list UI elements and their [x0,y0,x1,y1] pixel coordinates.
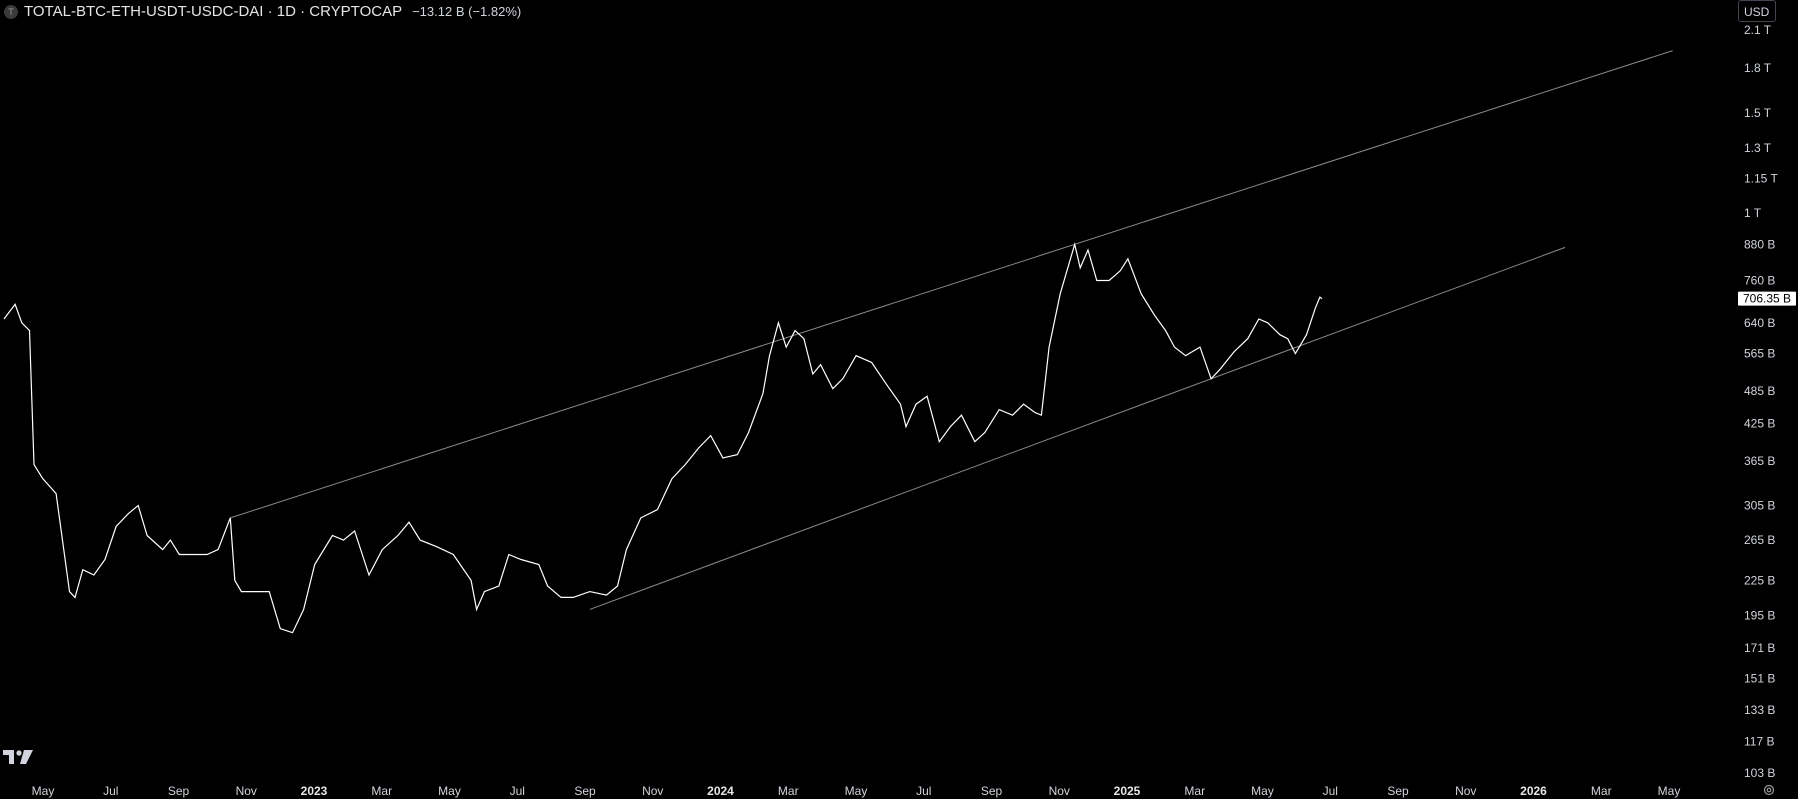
time-axis-label: Mar [778,784,799,798]
price-axis-label: 365 B [1744,454,1775,468]
time-axis-label: Jul [916,784,931,798]
price-axis[interactable]: 2.1 T 1.8 T 1.5 T 1.3 T 1.15 T 1 T 880 B 760 B 6… [1744,23,1778,780]
time-axis-label: May [1251,784,1274,798]
time-axis-label: May [1658,784,1681,798]
trend-channel-upper-line[interactable] [230,50,1673,519]
price-line [3,241,1323,634]
price-axis-label: 305 B [1744,498,1775,512]
time-axis-label: Jul [103,784,118,798]
price-axis-label: 1.3 T [1744,141,1772,155]
time-axis-label: 2026 [1520,784,1547,798]
settings-icon[interactable] [1762,783,1776,797]
tradingview-logo-icon[interactable] [2,748,34,766]
price-axis-label: 565 B [1744,347,1775,361]
price-axis-label: 2.1 T [1744,23,1772,37]
price-axis-label: 1.15 T [1744,171,1778,185]
trend-channel-lower-line[interactable] [589,246,1566,610]
time-axis-label: Sep [981,784,1003,798]
time-axis-label: Nov [1049,784,1070,798]
time-axis-label: May [845,784,868,798]
time-axis[interactable]: May Jul Sep Nov 2023 Mar May Jul Sep Nov 2024 Mar Ma… [32,784,1681,798]
time-axis-label: 2025 [1114,784,1141,798]
price-axis-label: 880 B [1744,237,1775,251]
price-axis-label: 225 B [1744,573,1775,587]
price-change: −13.12 B (−1.82%) [412,4,522,19]
price-axis-label: 1.5 T [1744,106,1772,120]
time-axis-label: Sep [574,784,596,798]
time-axis-label: Jul [1323,784,1338,798]
price-axis-label: 265 B [1744,533,1775,547]
currency-button[interactable]: USD [1738,0,1776,22]
price-axis-label: 1 T [1744,206,1762,220]
time-axis-label: Nov [236,784,257,798]
price-axis-label: 133 B [1744,703,1775,717]
price-axis-label: 485 B [1744,384,1775,398]
time-axis-label: Mar [371,784,392,798]
time-axis-label: Nov [1455,784,1476,798]
price-axis-label: 171 B [1744,641,1775,655]
time-axis-label: Mar [1184,784,1205,798]
time-axis-label: Nov [642,784,663,798]
last-price-tag: 706.35 B [1738,291,1796,306]
time-axis-label: Sep [168,784,190,798]
price-axis-label: 1.8 T [1744,61,1772,75]
price-axis-label: 195 B [1744,609,1775,623]
last-price-label: 706.35 B [1743,292,1791,306]
symbol-title[interactable]: TOTAL-BTC-ETH-USDT-USDC-DAI · 1D · CRYPT… [24,3,403,20]
trend-channel[interactable] [230,50,1673,610]
price-axis-label: 103 B [1744,766,1775,780]
time-axis-label: 2023 [301,784,328,798]
time-axis-label: 2024 [707,784,734,798]
time-axis-label: Sep [1387,784,1409,798]
price-axis-label: 425 B [1744,417,1775,431]
symbol-logo-icon[interactable]: T [4,4,18,19]
price-axis-label: 151 B [1744,672,1775,686]
price-axis-label: 640 B [1744,316,1775,330]
time-axis-label: May [438,784,461,798]
price-axis-label: 117 B [1744,735,1774,749]
price-axis-label: 760 B [1744,273,1775,287]
time-axis-label: May [32,784,55,798]
time-axis-label: Jul [510,784,525,798]
symbol-header: T TOTAL-BTC-ETH-USDT-USDC-DAI · 1D · CRY… [4,3,521,20]
time-axis-label: Mar [1591,784,1612,798]
